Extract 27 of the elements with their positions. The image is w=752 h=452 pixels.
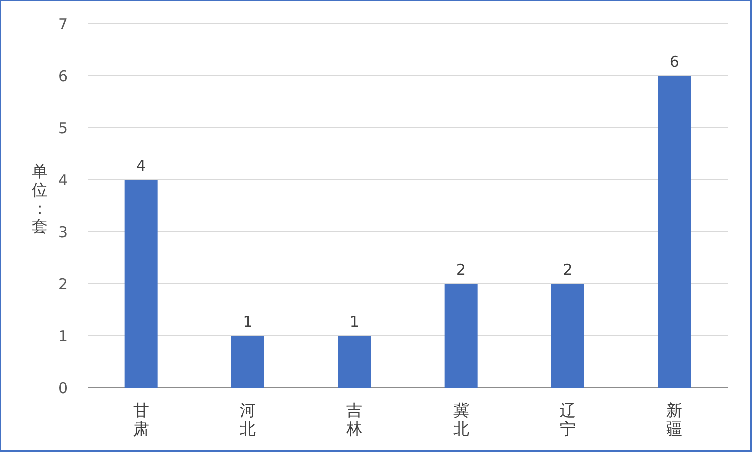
x-tick-label: 河北 bbox=[240, 401, 256, 438]
bar bbox=[658, 76, 692, 388]
x-tick-label: 冀北 bbox=[453, 401, 470, 438]
y-tick-label: 1 bbox=[58, 327, 68, 346]
y-tick-label: 4 bbox=[58, 171, 68, 190]
data-label: 1 bbox=[350, 313, 360, 331]
x-tick-label: 新疆 bbox=[666, 401, 683, 438]
y-tick-label: 5 bbox=[58, 119, 68, 138]
bar bbox=[552, 284, 584, 388]
bar bbox=[124, 180, 158, 388]
data-label: 2 bbox=[456, 261, 466, 279]
bar bbox=[444, 284, 478, 388]
x-tick-label: 甘肃 bbox=[133, 401, 150, 438]
bar bbox=[338, 336, 372, 388]
x-tick-label: 辽宁 bbox=[560, 401, 576, 438]
y-tick-label: 0 bbox=[58, 379, 68, 398]
y-tick-label: 2 bbox=[58, 275, 68, 294]
y-axis-title: 单位：套 bbox=[32, 162, 48, 236]
data-label: 1 bbox=[243, 313, 253, 331]
y-tick-label: 6 bbox=[58, 67, 68, 86]
x-tick-label: 吉林 bbox=[346, 401, 363, 438]
y-tick-label: 3 bbox=[58, 223, 68, 242]
y-tick-label: 7 bbox=[58, 15, 68, 34]
data-label: 2 bbox=[563, 261, 573, 279]
data-label: 4 bbox=[136, 157, 146, 175]
bar bbox=[232, 336, 264, 388]
data-label: 6 bbox=[670, 53, 680, 71]
